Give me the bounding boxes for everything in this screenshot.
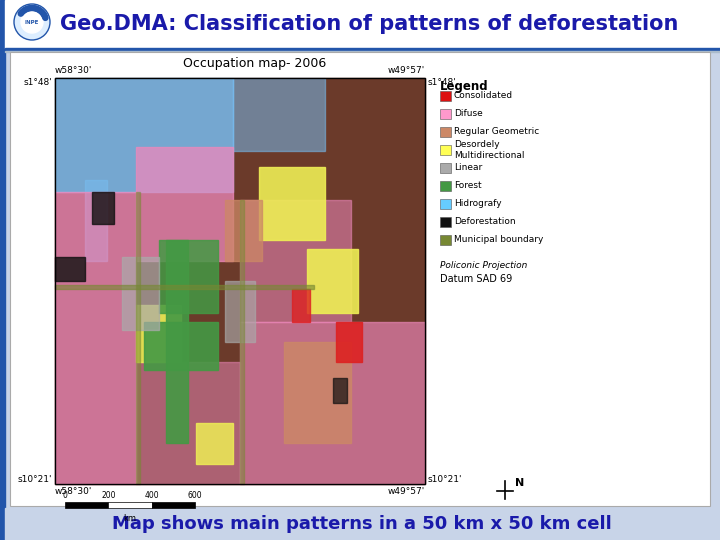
Bar — [92, 192, 114, 224]
Text: s1°48': s1°48' — [428, 78, 456, 87]
Text: 600: 600 — [188, 491, 202, 500]
Text: w49°57': w49°57' — [388, 66, 425, 75]
Text: 400: 400 — [144, 491, 159, 500]
Bar — [144, 322, 218, 370]
Circle shape — [40, 11, 45, 16]
Text: Desordely
Multidirectional: Desordely Multidirectional — [454, 140, 524, 160]
Bar — [440, 91, 451, 101]
Text: Regular Geometric: Regular Geometric — [454, 127, 539, 137]
Bar — [166, 240, 188, 443]
Bar — [225, 281, 255, 342]
Circle shape — [36, 7, 41, 12]
Circle shape — [42, 12, 47, 17]
Text: Deforestation: Deforestation — [454, 218, 516, 226]
Bar — [440, 109, 451, 119]
Text: Geo.DMA: Classification of patterns of deforestation: Geo.DMA: Classification of patterns of d… — [60, 14, 678, 34]
Bar — [55, 285, 314, 289]
Circle shape — [19, 10, 24, 15]
Bar — [158, 240, 218, 314]
Bar — [240, 200, 243, 484]
Text: Occupation map- 2006: Occupation map- 2006 — [184, 57, 327, 70]
Text: w49°57': w49°57' — [388, 487, 425, 496]
Circle shape — [37, 8, 42, 13]
Bar — [440, 163, 451, 173]
Text: Legend: Legend — [440, 80, 489, 93]
Bar — [5, 0, 720, 48]
Bar — [440, 199, 451, 209]
Text: s10°21': s10°21' — [428, 475, 462, 484]
Circle shape — [22, 8, 27, 13]
Circle shape — [21, 11, 43, 33]
Text: 200: 200 — [101, 491, 116, 500]
Circle shape — [42, 14, 48, 19]
Text: Difuse: Difuse — [454, 110, 482, 118]
Circle shape — [30, 5, 35, 10]
Bar — [233, 78, 325, 151]
Text: s10°21': s10°21' — [17, 475, 52, 484]
Bar — [152, 502, 195, 508]
Bar — [440, 217, 451, 227]
Bar — [440, 235, 451, 245]
Bar — [196, 423, 233, 464]
Text: s1°48': s1°48' — [23, 78, 52, 87]
Circle shape — [23, 7, 28, 12]
Bar — [0, 0, 5, 540]
Bar — [240, 322, 425, 484]
Bar — [5, 48, 720, 50]
Circle shape — [18, 11, 23, 16]
Bar — [65, 502, 108, 508]
Bar — [336, 322, 362, 362]
Text: Map shows main patterns in a 50 km x 50 km cell: Map shows main patterns in a 50 km x 50 … — [112, 515, 612, 533]
Bar — [136, 147, 233, 261]
Circle shape — [43, 15, 48, 21]
Bar — [440, 145, 451, 155]
Bar — [55, 78, 233, 192]
Bar — [108, 502, 152, 508]
Circle shape — [20, 9, 25, 14]
Circle shape — [31, 5, 36, 11]
Text: Policonic Projection: Policonic Projection — [440, 261, 527, 270]
Bar — [136, 192, 140, 484]
Text: Consolidated: Consolidated — [454, 91, 513, 100]
Circle shape — [26, 6, 31, 11]
Bar — [55, 78, 425, 484]
Circle shape — [32, 6, 37, 11]
Circle shape — [38, 9, 43, 14]
Bar — [225, 200, 262, 261]
Bar — [240, 200, 351, 322]
Circle shape — [28, 5, 33, 11]
Circle shape — [35, 6, 39, 11]
Text: Linear: Linear — [454, 164, 482, 172]
Text: 0: 0 — [63, 491, 68, 500]
Circle shape — [14, 4, 50, 40]
Text: w58°30': w58°30' — [55, 66, 92, 75]
Bar — [10, 52, 710, 506]
Circle shape — [24, 6, 30, 11]
Text: Hidrografy: Hidrografy — [454, 199, 502, 208]
Bar — [55, 192, 136, 484]
Text: INPE: INPE — [24, 19, 39, 24]
Bar — [136, 362, 240, 484]
Bar — [55, 78, 425, 484]
Bar — [440, 181, 451, 191]
Text: w58°30': w58°30' — [55, 487, 92, 496]
Bar — [333, 379, 347, 403]
Bar — [307, 248, 359, 314]
Text: Municipal boundary: Municipal boundary — [454, 235, 544, 245]
Bar — [5, 51, 720, 52]
Circle shape — [40, 10, 45, 15]
Bar — [136, 305, 181, 362]
Text: Forest: Forest — [454, 181, 482, 191]
Bar — [292, 289, 310, 322]
Text: km: km — [124, 514, 137, 523]
Bar — [284, 342, 351, 443]
Bar — [122, 256, 158, 330]
Bar — [258, 167, 325, 240]
Text: N: N — [515, 478, 524, 488]
Bar — [440, 127, 451, 137]
Bar — [5, 508, 720, 540]
Bar — [85, 179, 107, 261]
Bar — [55, 256, 85, 281]
Text: Datum SAD 69: Datum SAD 69 — [440, 274, 512, 284]
